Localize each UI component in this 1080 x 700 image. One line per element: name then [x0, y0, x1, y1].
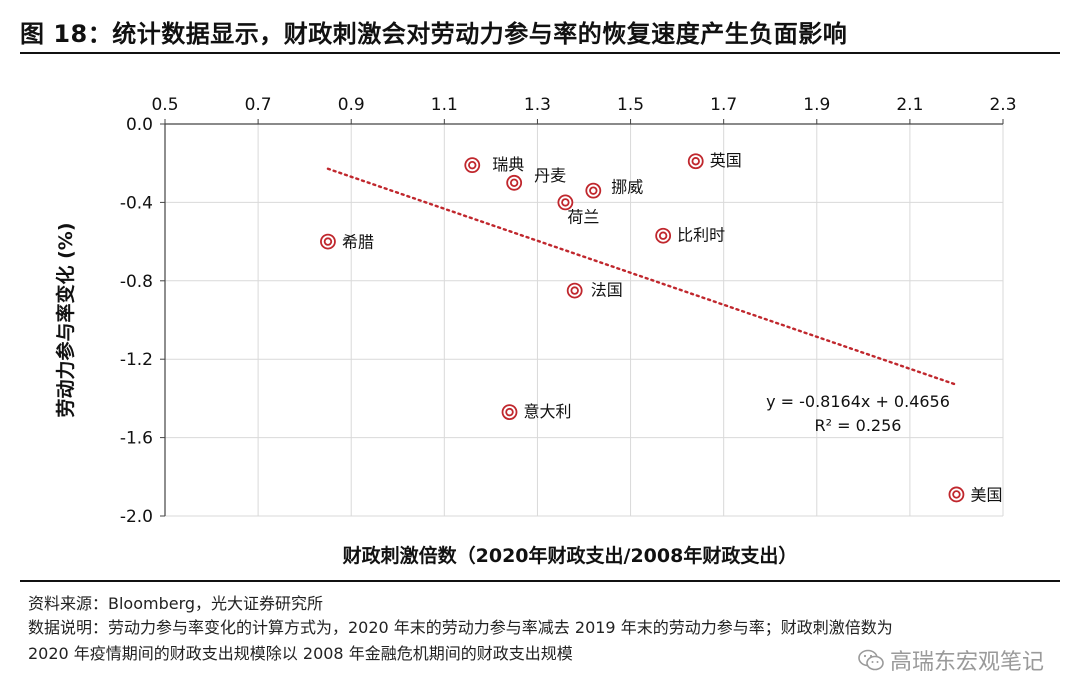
chart-axes [164, 123, 1003, 516]
y-tick-label: -2.0 [120, 507, 153, 527]
x-tick-label: 2.3 [989, 95, 1016, 115]
x-axis-label: 财政刺激倍数（2020年财政支出/2008年财政支出） [343, 544, 798, 567]
point-marker-inner [691, 157, 700, 166]
x-tick-label: 1.5 [617, 95, 644, 115]
chart-grid [164, 123, 1004, 517]
y-tick-label: -1.2 [120, 350, 153, 370]
watermark-text: 高瑞东宏观笔记 [889, 650, 1044, 675]
point-marker-inner [323, 237, 333, 246]
y-tick-label: -1.6 [120, 429, 153, 449]
data-point: 比利时 [655, 226, 725, 245]
x-tick-label: 0.5 [151, 95, 178, 115]
y-tick-label: -0.4 [120, 193, 153, 213]
point-marker-inner [509, 178, 519, 187]
chart-trend [326, 167, 958, 386]
point-label: 荷兰 [567, 207, 599, 226]
point-label: 丹麦 [534, 166, 566, 185]
point-marker-inner [468, 160, 477, 170]
point-label: 英国 [710, 151, 742, 170]
data-point: 丹麦 [506, 166, 566, 191]
point-label: 意大利 [524, 402, 572, 421]
point-label: 比利时 [677, 226, 725, 245]
x-tick-label: 1.7 [710, 95, 737, 115]
data-point: 英国 [687, 151, 742, 170]
x-tick-label: 0.7 [245, 95, 272, 115]
x-tick-label: 1.3 [524, 95, 551, 115]
trend-equation: y = -0.8164x + 0.4656 [766, 392, 950, 411]
data-point: 挪威 [585, 178, 643, 199]
wechat-icon [858, 649, 884, 671]
source-note: 资料来源：Bloomberg，光大证券研究所 [28, 594, 324, 613]
point-marker-inner [561, 198, 570, 207]
x-tick-label: 0.9 [338, 95, 365, 115]
data-point: 瑞典 [464, 155, 524, 174]
data-point: 美国 [948, 485, 1002, 504]
scatter-chart: 0.5 0.7 0.9 1.1 1.3 1.5 1.7 1.9 2.1 2.3 0.0 -0.4 -0.… [54, 95, 1017, 567]
y-axis-label: 劳动力参与率变化 (%) [54, 222, 77, 417]
data-note-line1: 数据说明：劳动力参与率变化的计算方式为，2020 年末的劳动力参与率减去 201… [28, 618, 893, 637]
chart-ticks: 0.5 0.7 0.9 1.1 1.3 1.5 1.7 1.9 2.1 2.3 0.0 -0.4 -0.… [120, 95, 1017, 527]
y-tick-label: 0.0 [126, 115, 153, 135]
data-point: 法国 [566, 281, 623, 300]
point-label: 希腊 [342, 233, 374, 252]
point-label: 挪威 [611, 178, 643, 197]
point-label: 瑞典 [492, 155, 524, 174]
point-marker-inner [952, 490, 961, 499]
point-marker-inner [589, 186, 598, 195]
point-marker-inner [505, 407, 514, 417]
x-tick-label: 2.1 [896, 95, 923, 115]
data-point: 希腊 [320, 233, 374, 252]
x-tick-label: 1.1 [431, 95, 458, 115]
point-marker-inner [658, 231, 668, 240]
page-title: 图 18：统计数据显示，财政刺激会对劳动力参与率的恢复速度产生负面影响 [20, 20, 848, 48]
watermark: 高瑞东宏观笔记 [858, 644, 1044, 676]
point-label: 法国 [591, 281, 623, 300]
title-rule [20, 52, 1060, 54]
footer-rule [20, 580, 1060, 582]
point-marker-inner [570, 286, 579, 295]
data-note-line2: 2020 年疫情期间的财政支出规模除以 2008 年金融危机期间的财政支出规模 [28, 644, 573, 663]
point-label: 美国 [970, 485, 1002, 504]
x-tick-label: 1.9 [803, 95, 830, 115]
y-tick-label: -0.8 [120, 272, 153, 292]
data-point: 荷兰 [557, 194, 599, 226]
trend-line [326, 167, 958, 386]
data-point: 意大利 [501, 402, 572, 421]
trend-r2: R² = 0.256 [815, 416, 902, 435]
